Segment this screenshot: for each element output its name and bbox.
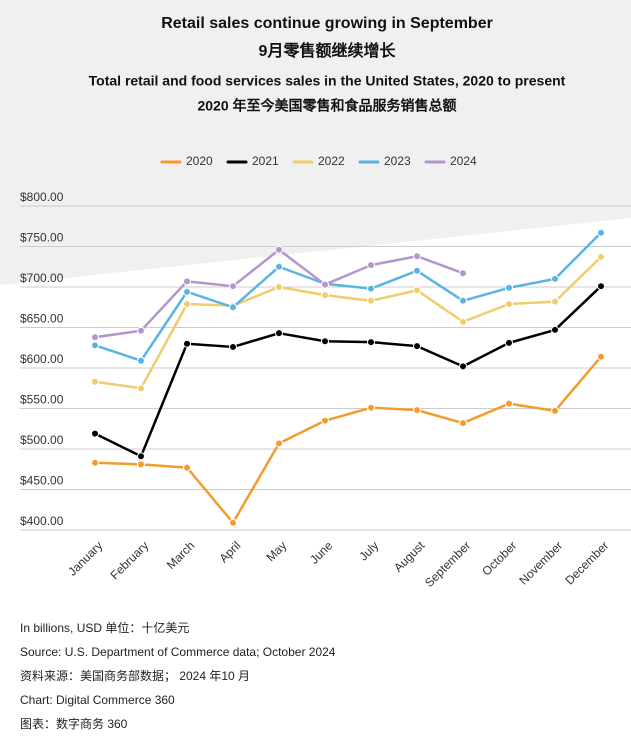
data-point	[137, 384, 145, 393]
legend-label: 2022	[318, 154, 345, 168]
data-point	[91, 341, 99, 350]
y-tick-label: $400.00	[20, 514, 64, 528]
note: 资料来源：美国商务部数据； 2024 年10 月	[20, 668, 250, 683]
data-point	[505, 300, 513, 309]
data-point	[597, 352, 605, 361]
data-point	[91, 429, 99, 438]
note: Source: U.S. Department of Commerce data…	[20, 645, 336, 659]
data-point	[183, 277, 191, 286]
data-point	[229, 342, 237, 351]
data-point	[321, 416, 329, 425]
y-tick-label: $450.00	[20, 474, 64, 488]
y-tick-label: $650.00	[20, 312, 64, 326]
y-tick-label: $750.00	[20, 231, 64, 245]
data-point	[229, 282, 237, 291]
data-point	[413, 266, 421, 275]
background-band	[0, 0, 631, 285]
data-point	[367, 284, 375, 293]
data-point	[459, 419, 467, 428]
data-point	[459, 317, 467, 326]
note: 图表：数字商务 360	[20, 716, 128, 731]
data-point	[505, 338, 513, 347]
data-point	[275, 245, 283, 254]
data-point	[229, 518, 237, 527]
data-point	[183, 339, 191, 348]
data-point	[91, 377, 99, 386]
legend-label: 2024	[450, 154, 477, 168]
data-point	[137, 356, 145, 365]
data-point	[275, 283, 283, 291]
data-point	[459, 269, 467, 278]
data-point	[367, 338, 375, 347]
data-point	[413, 286, 421, 295]
data-point	[275, 329, 283, 338]
data-point	[183, 287, 191, 296]
data-point	[321, 337, 329, 346]
data-point	[551, 406, 559, 415]
data-point	[183, 463, 191, 472]
data-point	[551, 274, 559, 283]
data-point	[505, 283, 513, 292]
y-tick-label: $800.00	[20, 190, 64, 204]
data-point	[137, 460, 145, 469]
data-point	[91, 333, 99, 342]
data-point	[413, 406, 421, 415]
data-point	[367, 296, 375, 305]
data-point	[321, 291, 329, 300]
data-point	[137, 452, 145, 461]
data-point	[459, 362, 467, 371]
data-point	[459, 296, 467, 305]
data-point	[137, 326, 145, 335]
chart-title: Retail sales continue growing in Septemb…	[161, 15, 493, 32]
data-point	[505, 399, 513, 408]
legend-label: 2020	[186, 154, 213, 168]
data-point	[275, 262, 283, 271]
data-point	[597, 282, 605, 291]
data-point	[413, 342, 421, 351]
y-tick-label: $550.00	[20, 393, 64, 407]
note: In billions, USD 单位：十亿美元	[20, 620, 189, 635]
subtitle: Total retail and food services sales in …	[89, 73, 566, 89]
data-point	[275, 439, 283, 448]
series-line	[94, 231, 602, 362]
series-line	[94, 256, 602, 390]
data-point	[367, 261, 375, 270]
data-point	[413, 252, 421, 261]
legend-label: 2021	[252, 154, 279, 168]
subtitle-zh: 2020 年至今美国零售和食品服务销售总额	[197, 98, 456, 114]
y-tick-label: $500.00	[20, 433, 64, 447]
series-line	[94, 285, 602, 458]
data-point	[597, 253, 605, 262]
series-line	[94, 355, 602, 524]
note: Chart: Digital Commerce 360	[20, 693, 175, 707]
chart-title-zh: 9月零售额继续增长	[259, 41, 397, 60]
legend-label: 2023	[384, 154, 411, 168]
y-tick-label: $700.00	[20, 271, 64, 285]
data-point	[183, 300, 191, 309]
data-point	[321, 280, 329, 289]
data-point	[551, 297, 559, 306]
data-point	[551, 325, 559, 334]
y-tick-label: $600.00	[20, 352, 64, 366]
data-point	[367, 403, 375, 412]
data-point	[597, 228, 605, 237]
data-point	[229, 303, 237, 312]
data-point	[91, 458, 99, 467]
